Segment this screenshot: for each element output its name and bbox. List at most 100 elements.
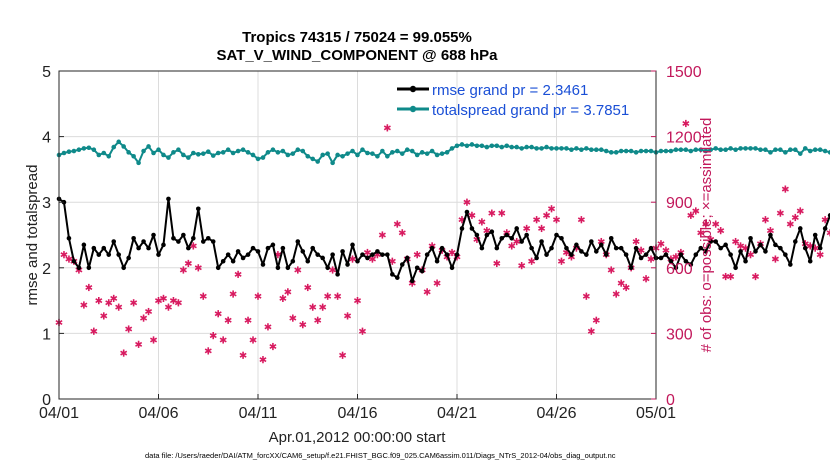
obs-point	[632, 237, 640, 246]
series-point	[101, 245, 107, 251]
y-right-tick-label: 1200	[666, 130, 702, 147]
grid	[59, 71, 656, 399]
series-point	[648, 148, 654, 154]
obs-point	[547, 205, 556, 213]
obs-point	[85, 283, 93, 292]
obs-point	[692, 207, 700, 215]
series-point	[594, 249, 599, 254]
series-point	[171, 235, 176, 241]
series-point	[235, 249, 241, 254]
obs-point	[145, 307, 153, 316]
series-point	[469, 226, 475, 231]
series-point	[71, 148, 77, 154]
series-point	[763, 147, 768, 153]
series-point	[196, 206, 201, 212]
series-point	[713, 239, 718, 244]
series-point	[613, 245, 619, 251]
chart-subtitle: SAT_V_WIND_COMPONENT @ 688 hPa	[216, 47, 498, 64]
y-axis-right-label: # of obs: o=possible; ×=assimilated	[698, 118, 715, 353]
series-point	[579, 249, 584, 254]
obs-point	[732, 237, 740, 246]
series-point	[693, 252, 699, 257]
series-point	[355, 258, 360, 264]
series-point	[225, 252, 231, 257]
series-point	[220, 150, 226, 155]
series-point	[305, 258, 311, 264]
series-point	[812, 147, 818, 153]
series-point	[598, 242, 604, 248]
x-axis: 04/01 04/06 04/11 04/16 04/21 04/26 05/01	[39, 394, 676, 422]
obs-point	[523, 224, 531, 233]
series-point	[718, 147, 723, 153]
series-point	[783, 150, 788, 155]
series-point	[723, 147, 728, 153]
y-tick-label: 1	[42, 326, 51, 343]
series-point	[385, 153, 390, 159]
series-point	[822, 226, 828, 231]
series-point	[191, 235, 196, 241]
series-point	[663, 148, 669, 154]
series-point	[136, 160, 141, 166]
obs-point	[209, 331, 217, 340]
series-point	[419, 268, 425, 274]
series-point	[827, 213, 830, 218]
series-point	[320, 255, 325, 261]
series-point	[399, 151, 405, 156]
x-tick-label: 04/11	[239, 405, 278, 422]
series-point	[96, 252, 102, 257]
obs-point	[299, 321, 307, 329]
series-point	[728, 252, 733, 257]
series-point	[648, 245, 654, 251]
obs-point	[358, 327, 367, 335]
series-point	[429, 148, 435, 154]
obs-point	[746, 251, 755, 259]
series-point	[191, 150, 196, 156]
series-point	[514, 226, 519, 231]
obs-point	[493, 259, 501, 268]
series-point	[186, 245, 191, 251]
series-point	[693, 147, 699, 153]
series-point	[509, 235, 515, 241]
obs-point	[587, 327, 595, 335]
series-point	[519, 146, 524, 151]
series-point	[519, 239, 524, 244]
obs-point	[423, 288, 431, 296]
series-point	[474, 232, 480, 238]
obs-point	[398, 229, 406, 237]
obs-point	[174, 299, 182, 307]
series-point	[549, 245, 554, 251]
series-point	[156, 147, 161, 153]
series-point	[71, 258, 77, 264]
series-point	[579, 147, 584, 153]
obs-point	[821, 216, 829, 224]
obs-point	[249, 336, 257, 344]
series-point	[733, 147, 738, 153]
series-point	[295, 239, 301, 244]
series-point	[146, 144, 151, 149]
series-point	[623, 252, 629, 257]
series-point	[797, 226, 803, 231]
obs-point	[224, 316, 232, 324]
series-point	[205, 235, 211, 241]
series-point	[434, 152, 440, 158]
series-point	[807, 258, 813, 264]
obs-point	[100, 312, 108, 320]
series-point	[514, 144, 519, 150]
series-point	[698, 147, 704, 153]
obs-point	[259, 356, 267, 364]
series-point	[663, 252, 669, 257]
data-file-footnote: data file: /Users/raeder/DAI/ATM_forcXX/…	[145, 451, 616, 460]
series-point	[345, 151, 350, 156]
series-point	[544, 144, 549, 150]
obs-point	[771, 255, 779, 263]
obs-point	[90, 327, 98, 335]
obs-point	[353, 297, 362, 305]
y-right-tick-label: 600	[666, 261, 693, 278]
series-point	[594, 147, 599, 153]
series-point	[280, 245, 286, 251]
series-point	[365, 255, 370, 261]
series-point	[708, 239, 714, 244]
series-point	[753, 146, 758, 151]
series-point	[658, 255, 664, 261]
